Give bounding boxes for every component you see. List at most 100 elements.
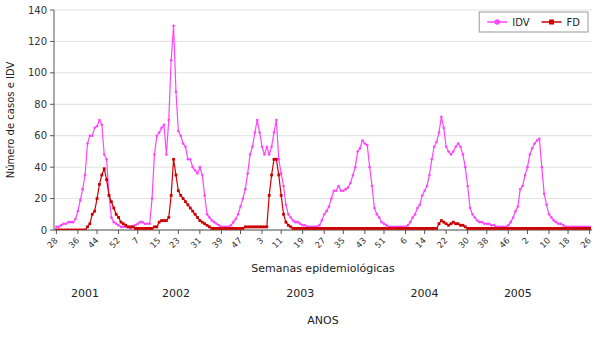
point: [289, 225, 292, 228]
point: [485, 222, 488, 225]
point: [120, 221, 123, 224]
point: [524, 174, 527, 177]
legend-marker: [494, 19, 500, 25]
point: [115, 213, 118, 216]
x-tick: [77, 230, 78, 234]
point: [406, 227, 409, 230]
point: [191, 210, 194, 213]
point: [201, 174, 204, 177]
point: [285, 204, 288, 207]
x-tick-label: 35: [332, 235, 347, 250]
point: [519, 188, 522, 191]
point: [129, 225, 132, 228]
point: [206, 213, 209, 216]
point: [141, 227, 144, 230]
point: [72, 221, 75, 224]
x-tick: [178, 230, 179, 234]
point: [366, 227, 369, 230]
legend-frame: [479, 12, 588, 32]
point: [485, 227, 488, 230]
point: [96, 197, 99, 200]
point: [571, 227, 574, 230]
point: [103, 167, 106, 170]
point: [548, 213, 551, 216]
point: [88, 222, 91, 225]
legend: IDVFD: [479, 12, 588, 32]
point: [505, 227, 508, 230]
point: [187, 158, 190, 161]
point: [392, 227, 395, 230]
point: [574, 227, 577, 230]
point: [292, 227, 295, 230]
point: [421, 227, 424, 230]
point: [428, 227, 431, 230]
point: [418, 227, 421, 230]
point: [548, 227, 551, 230]
point: [483, 222, 486, 225]
point: [313, 227, 316, 230]
point: [108, 194, 111, 197]
point: [349, 182, 352, 185]
x-tick: [424, 230, 425, 234]
point: [146, 222, 149, 225]
point: [442, 221, 445, 224]
y-axis-line: [54, 10, 55, 230]
point: [318, 227, 321, 230]
point: [526, 166, 529, 169]
point: [132, 225, 135, 228]
x-tick: [324, 230, 325, 234]
legend-marker: [549, 20, 554, 25]
point: [567, 227, 570, 230]
point: [380, 221, 383, 224]
grid-line: [54, 104, 592, 105]
x-tick-label: 6: [398, 235, 409, 246]
point: [105, 158, 108, 161]
point: [91, 134, 94, 137]
x-tick-label: 22: [435, 235, 450, 250]
point: [442, 127, 445, 130]
x-tick-label: 2: [520, 235, 531, 246]
point: [232, 227, 235, 230]
y-tick-label: 0: [41, 225, 47, 236]
point: [275, 158, 278, 161]
point: [115, 222, 118, 225]
x-tick: [486, 230, 487, 234]
point: [366, 144, 369, 147]
point: [323, 227, 326, 230]
point: [538, 227, 541, 230]
point: [373, 207, 376, 210]
x-tick-label: 23: [167, 235, 182, 250]
point: [74, 229, 77, 230]
point: [55, 226, 58, 229]
point: [376, 213, 379, 216]
point: [349, 227, 352, 230]
y-axis-label: Número de casos e IDV: [5, 62, 16, 179]
x-tick: [364, 230, 365, 234]
x-tick: [467, 230, 468, 234]
point: [268, 194, 271, 197]
point: [93, 127, 96, 130]
point: [543, 227, 546, 230]
point: [282, 185, 285, 188]
point: [469, 207, 472, 210]
point: [352, 174, 355, 177]
y-tick: [50, 72, 54, 73]
point: [263, 153, 266, 156]
point: [466, 227, 469, 230]
point: [380, 227, 383, 230]
point: [340, 189, 343, 192]
point: [148, 222, 151, 225]
point: [538, 138, 541, 141]
point: [378, 216, 381, 219]
point: [167, 119, 170, 122]
point: [187, 203, 190, 206]
point: [287, 213, 290, 216]
point: [67, 229, 70, 230]
x-tick: [383, 230, 384, 234]
point: [112, 221, 115, 224]
year-label: 2004: [411, 287, 439, 300]
point: [65, 222, 68, 225]
point: [359, 147, 362, 150]
point: [151, 227, 154, 230]
point: [452, 150, 455, 153]
